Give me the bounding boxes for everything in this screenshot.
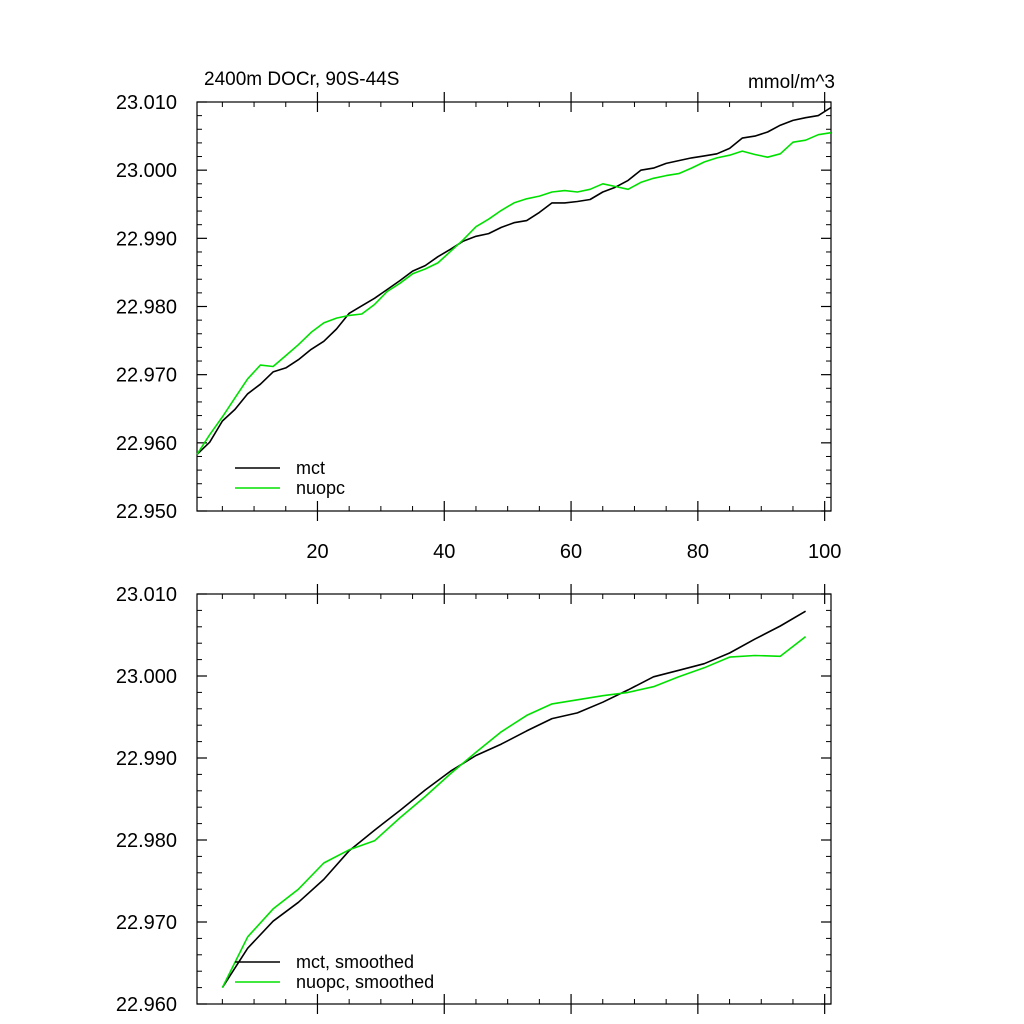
bottom-y-tick-label: 22.980 [116,830,177,852]
bottom-series-line-mct [221,610,807,989]
top-x-tick-label: 20 [306,541,328,563]
bottom-y-tick-label: 22.990 [116,748,177,770]
top-y-tick-label: 22.970 [116,365,177,387]
bottom-legend-label: nuopc, smoothed [296,972,434,992]
top-y-tick-label: 22.980 [116,297,177,319]
bottom-y-tick-label: 22.960 [116,994,177,1016]
top-x-tick-label: 40 [433,541,455,563]
chart-units: mmol/m^3 [748,72,835,93]
bottom-y-tick-label: 23.010 [116,584,177,606]
top-series-line-nuopc [196,131,832,455]
top-series-line-mct [196,106,832,455]
chart-title: 2400m DOCr, 90S-44S [204,69,399,90]
bottom-y-tick-label: 22.970 [116,912,177,934]
bottom-series-line-nuopc [221,635,807,988]
top-y-tick-label: 23.000 [116,160,177,182]
top-legend-label: nuopc [296,478,345,498]
top-plot-frame [196,101,832,512]
top-x-tick-label: 60 [560,541,582,563]
top-y-tick-label: 23.010 [116,92,177,114]
top-y-tick-label: 22.960 [116,433,177,455]
bottom-legend-label: mct, smoothed [296,952,414,972]
top-x-tick-label: 100 [808,541,841,563]
bottom-panel: 22.960 22.970 22.980 22.990 23.000 23.010 mct,… [116,584,832,1016]
top-legend-label: mct [296,458,325,478]
top-panel: 20 40 60 80 100 22.950 22.960 22.970 22.980 22.99… [116,92,841,563]
top-y-tick-label: 22.990 [116,228,177,250]
top-y-tick-label: 22.950 [116,501,177,523]
bottom-y-tick-label: 23.000 [116,666,177,688]
bottom-plot-frame [196,593,832,1005]
top-x-tick-label: 80 [687,541,709,563]
